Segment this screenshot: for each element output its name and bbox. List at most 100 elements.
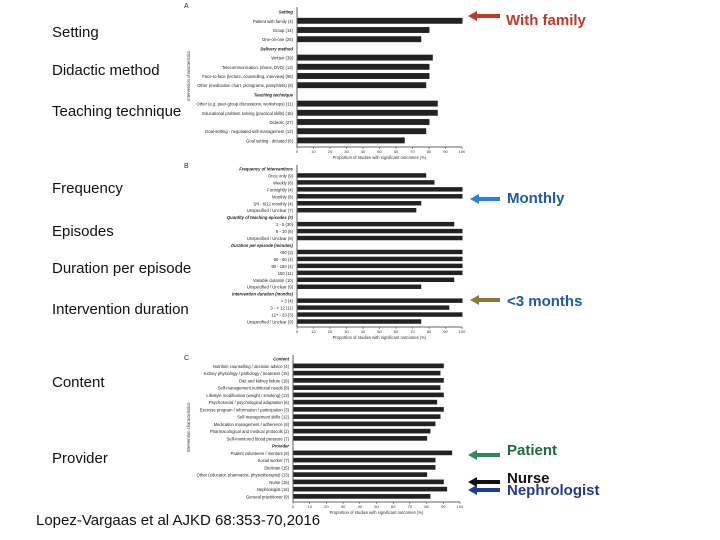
bar: [293, 479, 444, 485]
category-label: Nurse (15): [269, 480, 289, 485]
x-tick-label: 60: [394, 329, 399, 334]
x-tick-label: 100: [459, 149, 466, 154]
bar: [297, 119, 430, 125]
category-label: Psychosocial / psychological adaptation …: [209, 400, 290, 405]
bar: [297, 235, 463, 241]
left-label-provider: Provider: [52, 450, 108, 467]
bar: [297, 284, 422, 289]
x-tick-label: 100: [459, 329, 466, 334]
y-axis-title: Intervention characteristics: [186, 51, 191, 101]
category-label: 3/4 - 6/12 monthly (4): [253, 201, 293, 206]
category-label: Medication management / adherence (8): [214, 422, 290, 427]
x-tick-label: 30: [344, 329, 349, 334]
bar: [297, 36, 422, 43]
category-label: Weekly (6): [273, 180, 294, 185]
category-label: Face-to-face (lecture, counselling, inte…: [202, 74, 293, 79]
category-label: Group (14): [273, 28, 294, 33]
bar: [297, 277, 455, 283]
category-label: 90 - 150 (4): [271, 264, 293, 269]
panel-letter: C: [184, 355, 189, 362]
x-tick-label: 50: [377, 329, 382, 334]
annotation-arrow-head: [468, 477, 477, 487]
x-tick-label: 90: [443, 149, 448, 154]
category-label: Pharmacological and medical protocols (2…: [210, 429, 290, 434]
x-tick-label: 30: [341, 504, 346, 509]
category-label: Frequency of interventions: [239, 166, 293, 171]
bar: [297, 17, 463, 24]
bar: [297, 194, 463, 199]
category-label: Unspecified / Unclear (9): [247, 320, 294, 325]
bar: [293, 436, 428, 441]
category-label: Unspecified / Unclear (9): [247, 236, 294, 241]
x-tick-label: 90: [443, 329, 448, 334]
category-label: Content: [273, 357, 289, 362]
x-tick-label: 80: [427, 149, 432, 154]
category-label: < 3 (4): [281, 299, 294, 304]
left-label-duration-per-episode: Duration per episode: [52, 260, 192, 277]
bar: [293, 414, 441, 419]
x-tick-label: 30: [344, 149, 349, 154]
category-label: Patient volunteers / mentors (9): [231, 451, 290, 456]
bar: [297, 73, 430, 79]
bar: [297, 256, 463, 262]
bar: [297, 173, 427, 178]
bar: [297, 249, 463, 255]
category-label: Other (educator, pharmacist, physiothera…: [197, 473, 290, 478]
category-label: 3 - < 12 (11): [270, 306, 293, 311]
x-tick-label: 0: [292, 504, 295, 509]
bar: [293, 486, 448, 492]
category-label: Nutrition counselling / decision advice …: [213, 364, 290, 369]
bar: [293, 494, 431, 499]
bar: [297, 228, 463, 234]
x-tick-label: 10: [307, 504, 312, 509]
bar: [297, 109, 438, 116]
x-tick-label: 20: [328, 149, 333, 154]
annotation-less-than-3-months: <3 months: [507, 293, 583, 310]
bar: [297, 305, 450, 310]
category-label: Lifestyle modification (weight / smoking…: [206, 393, 289, 398]
annotation-arrow-head: [470, 194, 479, 204]
bar: [297, 263, 463, 269]
category-label: Goal-setting - negotiated self-managemen…: [205, 129, 294, 134]
x-tick-label: 40: [361, 329, 366, 334]
left-label-didactic-method: Didactic method: [52, 62, 160, 79]
bar: [293, 363, 444, 369]
bar: [297, 82, 427, 89]
category-label: Monthly (8): [272, 194, 294, 199]
bar: [297, 63, 430, 70]
x-tick-label: 40: [358, 504, 363, 509]
x-tick-label: 60: [394, 149, 399, 154]
x-tick-label: 40: [361, 149, 366, 154]
category-label: Other (e.g. peer-group discussions, work…: [196, 102, 293, 107]
bar: [293, 457, 436, 463]
annotation-patient: Patient: [507, 442, 558, 459]
bar: [297, 270, 463, 276]
bar: [297, 137, 405, 144]
annotation-monthly: Monthly: [507, 190, 565, 207]
category-label: 12+ - 23 (3): [271, 313, 293, 318]
x-tick-label: 70: [408, 504, 413, 509]
category-label: General practitioner (9): [246, 494, 290, 499]
x-tick-label: 20: [328, 329, 333, 334]
category-label: 6 - 10 (6): [276, 229, 294, 234]
y-axis-title: Intervention characteristics: [186, 403, 191, 453]
bar: [293, 407, 444, 412]
bar: [297, 54, 433, 61]
bar: [293, 399, 438, 405]
bar: [293, 465, 436, 470]
annotation-nurse: Nurse: [507, 470, 550, 487]
x-tick-label: 80: [427, 329, 432, 334]
category-label: Unspecified / Unclear (9): [247, 285, 294, 290]
bar: [297, 298, 463, 303]
category-label: Intervention duration (months): [232, 292, 294, 297]
category-label: Duration per episode (minutes): [231, 243, 293, 248]
category-label: Unspecified / Unclear (7): [247, 208, 294, 213]
bar: [297, 100, 438, 107]
x-axis-title: Proportion of studies with significant o…: [330, 510, 424, 515]
annotation-arrow-head: [468, 485, 477, 495]
category-label: One-on-one (26): [262, 37, 294, 42]
x-tick-label: 0: [296, 149, 299, 154]
category-label: Self-monitored blood pressure (7): [227, 436, 290, 441]
x-tick-label: 60: [391, 504, 396, 509]
